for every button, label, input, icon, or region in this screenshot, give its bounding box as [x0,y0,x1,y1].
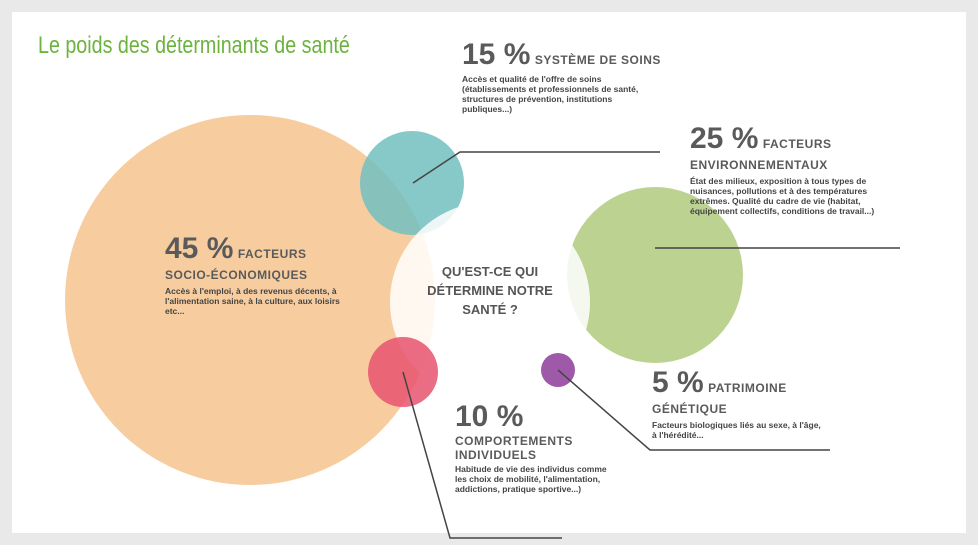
circle-socio [65,115,435,485]
circle-care [360,131,464,235]
description: Facteurs biologiques liés au sexe, à l'â… [652,420,821,440]
percent: 15 % [462,38,531,71]
connector [412,151,660,184]
label: SYSTÈME DE SOINS [534,53,661,67]
title: Le poids des déterminants de santé [38,32,350,59]
description: Accès à l'emploi, à des revenus décents,… [165,286,340,316]
description: Accès et qualité de l'offre de soins (ét… [462,74,639,114]
label: COMPORTEMENTS INDIVIDUELS [455,434,573,462]
circle-environment [567,187,743,363]
label: FACTEURS SOCIO-ÉCONOMIQUES [165,247,308,282]
description: État des milieux, exposition à tous type… [690,176,875,216]
center-question: QU'EST-CE QUI DÉTERMINE NOTRE SANTÉ ? [427,264,553,317]
label: PATRIMOINE GÉNÉTIQUE [652,381,787,416]
item: 45 % FACTEURS SOCIO-ÉCONOMIQUES Accès à … [165,232,350,316]
connector [557,369,830,451]
item: 15 % SYSTÈME DE SOINS Accès et qualité d… [462,38,662,114]
percent: 45 % [165,232,234,265]
connector [402,371,562,539]
percent: 5 % [652,366,704,399]
description: Habitude de vie des individus comme les … [455,464,607,494]
item: 5 % PATRIMOINE GÉNÉTIQUE Facteurs biolog… [652,366,827,440]
item: 25 % FACTEURS ENVIRONNEMENTAUX État des … [690,122,902,216]
percent: 10 % [455,400,524,433]
item: 10 % COMPORTEMENTS INDIVIDUELS Habitude … [455,400,615,494]
percent: 25 % [690,122,759,155]
label: FACTEURS ENVIRONNEMENTAUX [690,137,832,172]
circle-center [390,202,590,402]
